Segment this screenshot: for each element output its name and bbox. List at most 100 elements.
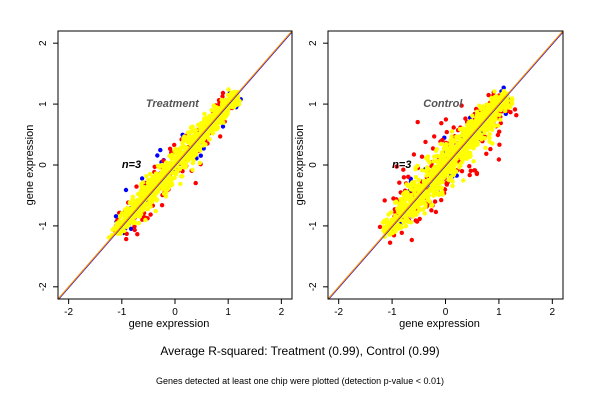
data-point <box>493 117 498 122</box>
y-axis-label: gene expression <box>294 125 306 206</box>
data-point <box>144 174 149 179</box>
data-point <box>220 90 226 96</box>
data-point <box>481 104 486 109</box>
data-point <box>417 216 422 222</box>
data-point <box>401 194 407 200</box>
data-point <box>492 94 498 100</box>
data-point <box>128 226 134 231</box>
data-point <box>401 167 406 172</box>
data-point <box>161 187 167 192</box>
data-point <box>197 148 203 153</box>
data-point <box>132 227 137 233</box>
x-tick-label: -2 <box>334 307 343 318</box>
data-point <box>425 179 430 185</box>
data-point <box>459 127 464 132</box>
data-point <box>475 142 480 147</box>
data-point <box>450 163 455 169</box>
data-point <box>179 174 184 179</box>
data-point <box>497 142 502 147</box>
data-point <box>486 107 491 113</box>
data-point <box>197 160 202 166</box>
data-point <box>219 97 224 103</box>
data-point <box>148 171 153 177</box>
data-point <box>438 185 444 190</box>
data-point <box>498 104 504 109</box>
data-point <box>171 170 176 176</box>
footnote: Genes detected at least one chip were pl… <box>156 376 444 386</box>
data-point <box>158 147 163 153</box>
y-tick-label: 0 <box>308 162 319 168</box>
control-panel: -2 -1 0 1 2 -2 -1 0 1 2 gene expression gene expres… <box>294 30 564 330</box>
data-point <box>432 179 437 184</box>
data-point <box>415 119 420 125</box>
x-tick-label: -1 <box>388 307 397 318</box>
y-axis-label: gene expression <box>24 125 36 206</box>
data-point <box>213 106 219 111</box>
data-point <box>504 98 510 103</box>
data-point <box>190 124 195 129</box>
data-point <box>448 177 454 183</box>
data-point <box>189 134 195 140</box>
data-point <box>160 182 165 188</box>
data-point <box>444 182 449 187</box>
data-point <box>445 165 450 170</box>
data-point <box>413 175 419 180</box>
data-point <box>211 124 217 130</box>
data-point <box>226 87 231 92</box>
y-tick-label: 0 <box>38 162 49 168</box>
y-tick-label: 2 <box>38 40 49 46</box>
data-point <box>167 146 173 151</box>
y-tick-label: -2 <box>38 282 49 291</box>
data-point <box>470 125 475 130</box>
data-point <box>408 186 413 192</box>
data-point <box>451 125 456 130</box>
data-point <box>139 181 144 187</box>
data-point <box>235 100 241 105</box>
data-point <box>465 128 471 133</box>
data-point <box>439 121 444 126</box>
data-point <box>497 129 502 134</box>
data-point <box>192 128 197 134</box>
data-point <box>409 237 414 243</box>
data-point <box>145 180 150 186</box>
data-point <box>194 152 199 157</box>
data-point <box>444 153 449 158</box>
data-point <box>408 210 414 215</box>
data-point <box>169 183 174 188</box>
data-point <box>427 199 432 204</box>
data-point <box>425 157 431 163</box>
data-point <box>417 207 423 212</box>
data-point <box>474 116 479 121</box>
data-point <box>394 164 399 169</box>
data-point <box>458 163 463 168</box>
data-point <box>408 199 413 204</box>
y-tick-label: 1 <box>38 101 49 107</box>
data-point <box>480 116 485 121</box>
data-point <box>169 156 174 161</box>
data-point <box>232 89 237 95</box>
data-point <box>483 145 488 150</box>
data-point <box>415 163 420 168</box>
data-point <box>150 183 156 189</box>
data-point <box>477 103 482 108</box>
data-point <box>213 113 218 118</box>
data-point <box>381 218 387 224</box>
data-point <box>202 111 207 117</box>
data-point <box>452 138 458 143</box>
data-point <box>443 117 449 122</box>
data-point <box>410 180 415 185</box>
data-point <box>403 224 409 229</box>
x-tick-label: 0 <box>443 307 449 318</box>
x-tick-label: -1 <box>117 307 126 318</box>
data-point <box>230 102 236 108</box>
data-point <box>139 176 145 181</box>
data-point <box>495 132 501 138</box>
x-axis-label: gene expression <box>129 318 210 330</box>
data-point <box>450 147 456 152</box>
data-point <box>487 135 492 141</box>
data-point <box>217 115 223 121</box>
data-point <box>222 116 227 121</box>
data-point <box>190 167 195 172</box>
data-point <box>424 173 429 178</box>
series-2 <box>380 88 515 239</box>
